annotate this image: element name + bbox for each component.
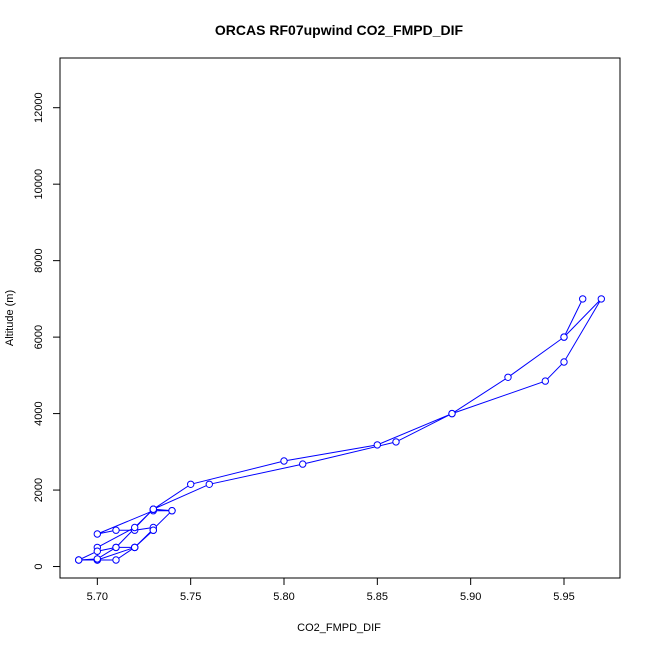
data-point: [112, 543, 120, 552]
y-axis: 0 2000 4000 6000 8000 10000 12000: [33, 92, 61, 570]
x-tick-label: 5.70: [87, 591, 108, 603]
chart-title: ORCAS RF07upwind CO2_FMPD_DIF: [215, 22, 464, 38]
y-tick-label: 2000: [33, 478, 45, 502]
data-point: [579, 295, 587, 303]
data-point: [373, 441, 381, 449]
data-point: [93, 530, 102, 538]
x-tick-label: 5.95: [553, 591, 574, 603]
data-point: [392, 438, 400, 446]
y-axis-label: Altitude (m): [4, 290, 16, 346]
data-point: [280, 457, 288, 465]
x-tick-label: 5.85: [367, 591, 388, 603]
data-point: [131, 523, 139, 532]
y-tick-label: 0: [33, 563, 45, 569]
x-tick-label: 5.90: [460, 591, 481, 603]
y-tick-label: 4000: [33, 401, 45, 425]
data-point: [131, 543, 139, 552]
y-tick-label: 6000: [33, 325, 45, 349]
data-point: [187, 480, 195, 488]
data-point: [149, 505, 158, 513]
data-point: [560, 333, 568, 341]
data-point: [112, 526, 120, 534]
y-tick-label: 8000: [33, 248, 45, 272]
x-axis: 5.70 5.75 5.80 5.85 5.90 5.95: [87, 577, 575, 603]
y-tick-label: 12000: [33, 92, 45, 123]
x-axis-label: CO2_FMPD_DIF: [297, 622, 381, 634]
data-point: [93, 555, 102, 563]
x-tick-label: 5.75: [180, 591, 201, 603]
data-point: [112, 556, 120, 564]
data-point: [597, 295, 605, 303]
data-point: [504, 373, 512, 381]
data-point: [75, 556, 83, 564]
data-point: [205, 480, 214, 488]
y-tick-label: 10000: [33, 169, 45, 200]
x-tick-label: 5.80: [273, 591, 294, 603]
data-point: [168, 507, 176, 515]
data-point: [93, 547, 102, 555]
data-point: [299, 460, 307, 468]
data-point: [560, 358, 568, 366]
data-point: [448, 409, 456, 418]
series-layer: [75, 295, 605, 564]
data-point: [149, 526, 158, 534]
data-point: [541, 377, 549, 385]
